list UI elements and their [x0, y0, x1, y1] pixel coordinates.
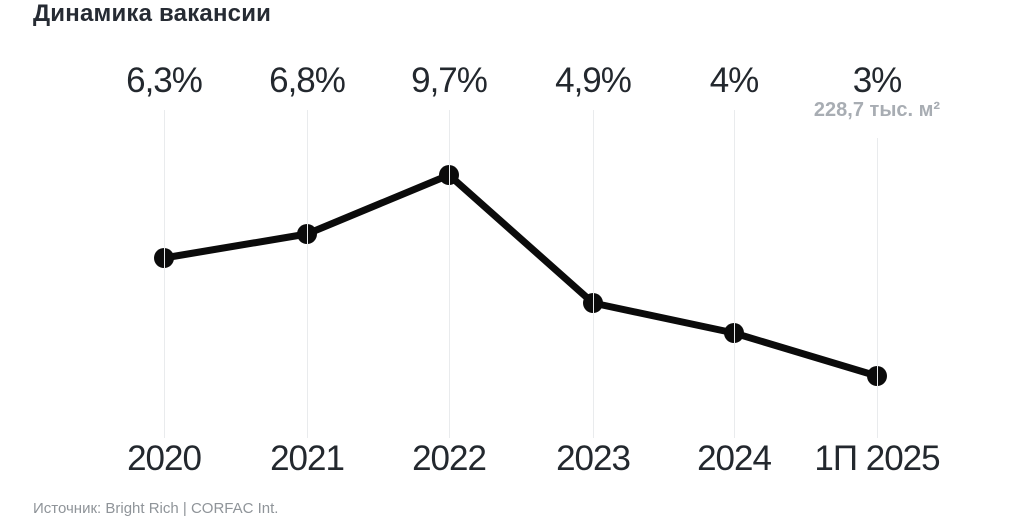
gridline: [877, 138, 878, 438]
value-label: 4,9%: [555, 61, 632, 100]
value-label: 4%: [709, 61, 760, 100]
value-label: 9,7%: [411, 61, 488, 100]
series-line: [160, 171, 881, 380]
chart-title: Динамика вакансии: [33, 0, 272, 27]
gridline: [593, 110, 594, 438]
x-axis-label: 2020: [127, 439, 202, 478]
gridline: [734, 110, 735, 438]
annotation-label: 228,7 тыс. м²: [813, 99, 941, 121]
gridline: [164, 110, 165, 438]
source-note: Источник: Bright Rich | CORFAC Int.: [33, 500, 279, 517]
x-axis-label: 1П 2025: [814, 439, 940, 478]
x-axis-label: 2021: [270, 439, 345, 478]
x-axis-label: 2024: [697, 439, 772, 478]
x-axis-label: 2023: [556, 439, 631, 478]
value-label: 3%: [852, 61, 903, 100]
value-label: 6,3%: [126, 61, 203, 100]
x-axis-label: 2022: [412, 439, 487, 478]
gridline: [449, 110, 450, 438]
gridline: [307, 110, 308, 438]
value-label: 6,8%: [269, 61, 346, 100]
